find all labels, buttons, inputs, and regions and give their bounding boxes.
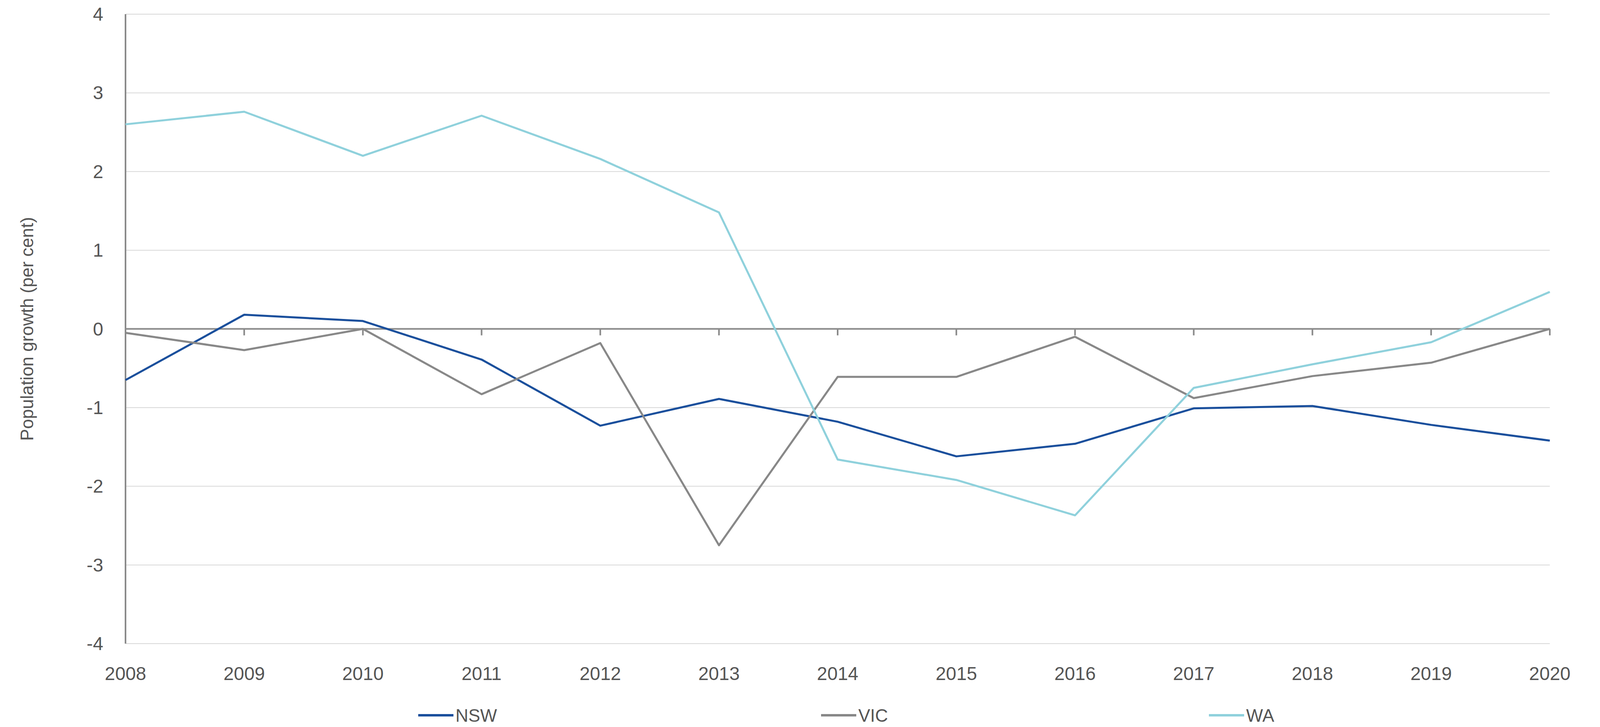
series-line <box>125 329 1550 546</box>
legend-swatch <box>418 714 454 717</box>
x-tick-label: 2014 <box>817 663 859 685</box>
legend-label: VIC <box>858 705 888 726</box>
chart: -4 -3 -2 -1 0 1 2 3 4 2008 2009 2010 2011 2012 2013 201… <box>0 0 1600 727</box>
y-tick-label: 3 <box>92 82 104 104</box>
x-tick-label: 2020 <box>1529 663 1571 685</box>
y-tick-label: -3 <box>86 554 104 576</box>
x-tick-label: 2018 <box>1291 663 1333 685</box>
grid-line <box>125 564 1550 566</box>
x-tick <box>836 329 839 336</box>
x-tick <box>955 329 958 336</box>
plot-area <box>125 111 1550 546</box>
grid-line <box>125 249 1550 251</box>
y-tick-label: -4 <box>86 633 104 655</box>
series-line <box>125 111 1550 516</box>
legend-label: WA <box>1246 705 1275 726</box>
y-tick-label: -2 <box>86 475 104 497</box>
x-tick-label: 2011 <box>461 663 502 685</box>
x-tick <box>243 329 245 336</box>
legend-label: NSW <box>455 705 498 726</box>
grid-line <box>125 485 1550 487</box>
x-tick-label: 2012 <box>579 663 621 685</box>
y-tick-label: 1 <box>92 239 104 261</box>
x-tick-label: 2019 <box>1410 663 1452 685</box>
y-tick-label: 0 <box>92 318 104 340</box>
y-axis-title: Population growth (per cent) <box>17 217 37 441</box>
x-tick-label: 2013 <box>698 663 740 685</box>
x-tick-label: 2010 <box>342 663 384 685</box>
x-tick <box>480 329 483 336</box>
x-tick <box>1074 329 1076 336</box>
x-tick-label: 2015 <box>935 663 977 685</box>
x-tick-label: 2009 <box>223 663 265 685</box>
x-tick <box>1193 329 1195 336</box>
x-tick <box>1311 329 1314 336</box>
grid-line <box>125 13 1550 15</box>
grid-line <box>125 171 1550 173</box>
grid-line <box>125 407 1550 409</box>
x-tick <box>718 329 720 336</box>
grid-line <box>125 643 1550 645</box>
y-axis <box>124 14 127 644</box>
legend-swatch <box>821 714 857 717</box>
grid-line <box>125 92 1550 94</box>
x-tick-label: 2016 <box>1054 663 1096 685</box>
x-tick-label: 2008 <box>104 663 147 685</box>
x-tick-label: 2017 <box>1172 663 1215 685</box>
y-tick-label: 2 <box>92 161 104 183</box>
series-line <box>125 314 1550 457</box>
y-tick-label: -1 <box>86 397 104 419</box>
y-tick-label: 4 <box>92 3 104 25</box>
legend-swatch <box>1208 714 1245 717</box>
x-tick <box>599 329 602 336</box>
x-tick <box>1430 329 1432 336</box>
